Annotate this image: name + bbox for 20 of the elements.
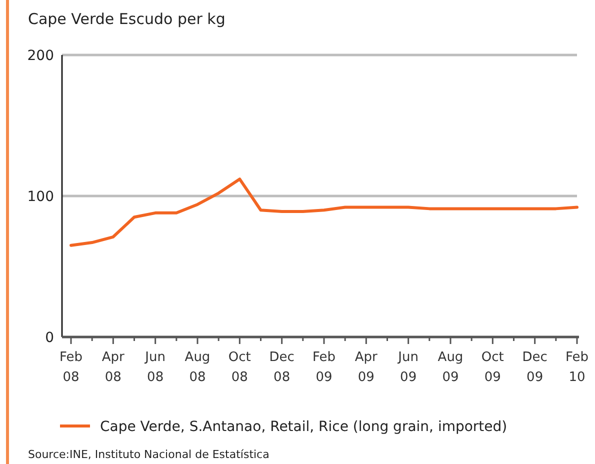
x-tick-label: Apr 08 [102,350,126,385]
x-tick-label: Jun 09 [397,350,418,385]
x-tick-label: Dec 08 [269,350,294,385]
x-tick-label: Feb 10 [565,350,589,385]
x-tick-label: Aug 08 [184,350,210,385]
x-tick-label: Aug 09 [438,350,464,385]
source-note: Source:INE, Instituto Nacional de Estatística [28,448,270,461]
x-tick-label: Feb 09 [312,350,336,385]
line-series [70,178,578,247]
y-tick-label: 100 [27,189,54,205]
legend-label: Cape Verde, S.Antanao, Retail, Rice (long grain, imported) [100,419,508,435]
x-tick-label: Jun 08 [144,350,166,385]
x-tick-label: Dec 09 [522,350,548,385]
chart-title: Cape Verde Escudo per kg [28,10,226,28]
y-tick-label: 200 [27,48,54,64]
y-tick-label: 0 [45,330,54,346]
x-tick-label: Oct 08 [228,350,251,385]
x-tick-label: Apr 09 [354,350,378,385]
x-tick-label: Feb 08 [59,350,83,385]
x-tick-label: Oct 09 [481,350,504,385]
